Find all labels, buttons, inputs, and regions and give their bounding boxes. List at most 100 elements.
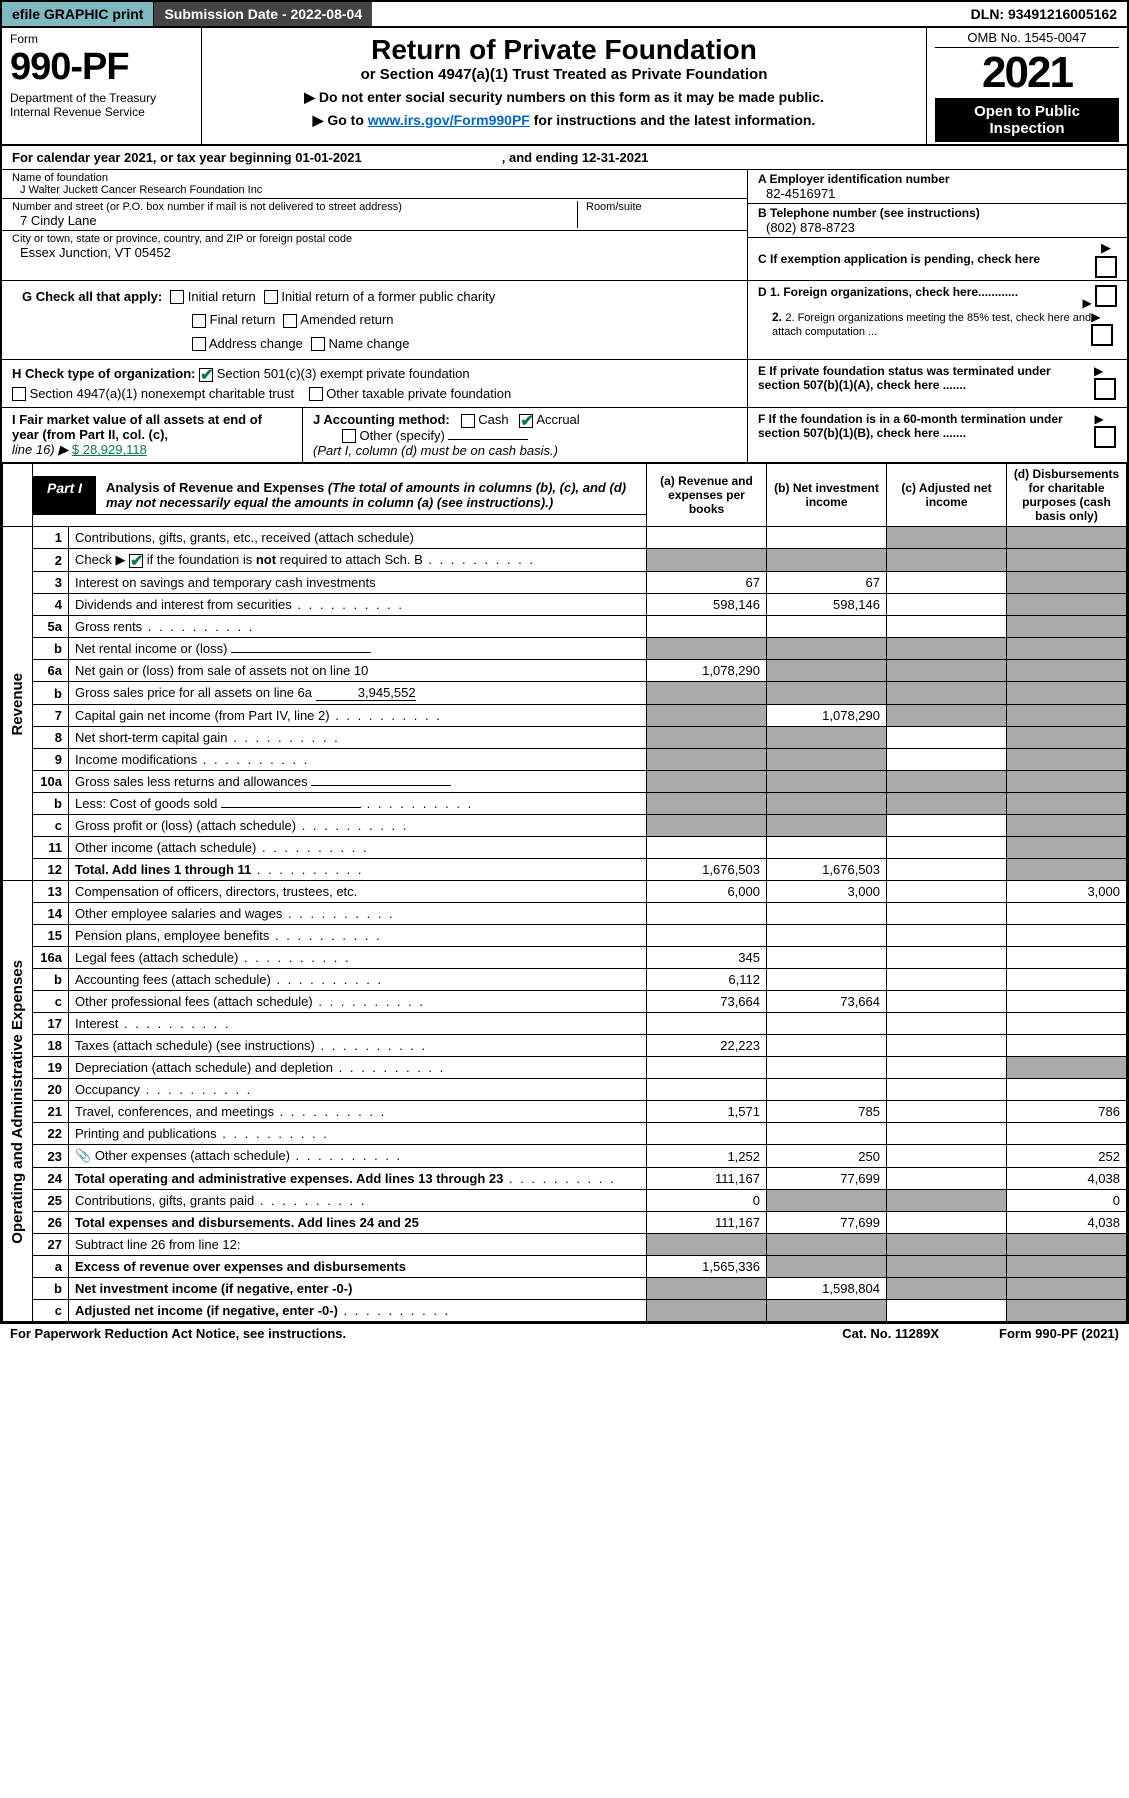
calyr-end: , and ending 12-31-2021 xyxy=(502,150,649,165)
row-desc: Compensation of officers, directors, tru… xyxy=(69,881,647,903)
row-num: 14 xyxy=(33,903,69,925)
j-chk-cash[interactable] xyxy=(461,414,475,428)
city-label: City or town, state or province, country… xyxy=(12,233,737,245)
h-chk-4947[interactable] xyxy=(12,387,26,401)
form-footer: Form 990-PF (2021) xyxy=(999,1326,1119,1341)
cell-c xyxy=(887,1013,1007,1035)
d2-checkbox[interactable] xyxy=(1091,324,1113,346)
cell-d xyxy=(1007,859,1127,881)
d1-checkbox[interactable] xyxy=(1095,285,1117,307)
j-chk-accrual[interactable] xyxy=(519,414,533,428)
cell-c xyxy=(887,1300,1007,1322)
cell-a xyxy=(647,1057,767,1079)
j-chk-other[interactable] xyxy=(342,429,356,443)
cell-d xyxy=(1007,1256,1127,1278)
row-num: 4 xyxy=(33,594,69,616)
cell-d xyxy=(1007,749,1127,771)
form-title: Return of Private Foundation xyxy=(212,34,916,66)
row-desc: Gross sales price for all assets on line… xyxy=(69,682,647,705)
cell-c xyxy=(887,727,1007,749)
c-checkbox[interactable] xyxy=(1095,256,1117,278)
g-label: G Check all that apply: xyxy=(22,289,162,304)
row-num: 3 xyxy=(33,572,69,594)
h-chk-other[interactable] xyxy=(309,387,323,401)
instr-link[interactable]: www.irs.gov/Form990PF xyxy=(368,112,530,128)
cell-a: 22,223 xyxy=(647,1035,767,1057)
cell-c xyxy=(887,1234,1007,1256)
cell-d xyxy=(1007,837,1127,859)
f-checkbox[interactable] xyxy=(1094,426,1116,448)
e-checkbox[interactable] xyxy=(1094,378,1116,400)
efile-print-button[interactable]: efile GRAPHIC print xyxy=(2,2,154,26)
cell-a xyxy=(647,815,767,837)
g-chk-name[interactable] xyxy=(311,337,325,351)
cell-c xyxy=(887,616,1007,638)
cell-d xyxy=(1007,1300,1127,1322)
ein-value: 82-4516971 xyxy=(758,186,1117,201)
cell-d xyxy=(1007,616,1127,638)
cell-a: 1,571 xyxy=(647,1101,767,1123)
row-desc: Other income (attach schedule) xyxy=(69,837,647,859)
g-chk-final[interactable] xyxy=(192,314,206,328)
cell-d xyxy=(1007,572,1127,594)
instr-1: ▶ Do not enter social security numbers o… xyxy=(212,89,916,106)
g-chk-amended[interactable] xyxy=(283,314,297,328)
cell-b: 77,699 xyxy=(767,1168,887,1190)
col-b: (b) Net investment income xyxy=(767,464,887,527)
cell-b: 785 xyxy=(767,1101,887,1123)
row-num: 8 xyxy=(33,727,69,749)
row-desc: Excess of revenue over expenses and disb… xyxy=(69,1256,647,1278)
calyr-text: For calendar year 2021, or tax year begi… xyxy=(12,150,362,165)
row-num: 21 xyxy=(33,1101,69,1123)
cell-b xyxy=(767,1234,887,1256)
cell-d xyxy=(1007,1079,1127,1101)
cell-b xyxy=(767,793,887,815)
cell-d xyxy=(1007,705,1127,727)
cell-b: 77,699 xyxy=(767,1212,887,1234)
row-desc: Contributions, gifts, grants paid xyxy=(69,1190,647,1212)
cell-c xyxy=(887,527,1007,549)
cell-b xyxy=(767,947,887,969)
cell-d xyxy=(1007,1013,1127,1035)
cell-a: 345 xyxy=(647,947,767,969)
row-num: c xyxy=(33,1300,69,1322)
cell-c xyxy=(887,749,1007,771)
cell-a: 1,252 xyxy=(647,1145,767,1168)
g-chk-initial[interactable] xyxy=(170,290,184,304)
row-num: 19 xyxy=(33,1057,69,1079)
g-chk-initial-former[interactable] xyxy=(264,290,278,304)
cell-b: 1,676,503 xyxy=(767,859,887,881)
cell-a: 598,146 xyxy=(647,594,767,616)
part1-tag: Part I xyxy=(33,476,96,514)
cell-d xyxy=(1007,815,1127,837)
cell-a xyxy=(647,549,767,572)
col-d: (d) Disbursements for charitable purpose… xyxy=(1007,464,1127,527)
cell-d xyxy=(1007,947,1127,969)
row-desc: Net short-term capital gain xyxy=(69,727,647,749)
col-a: (a) Revenue and expenses per books xyxy=(647,464,767,527)
cell-c xyxy=(887,1145,1007,1168)
cell-c xyxy=(887,771,1007,793)
i-label: I Fair market value of all assets at end… xyxy=(12,412,262,442)
cell-c xyxy=(887,549,1007,572)
row-num: 22 xyxy=(33,1123,69,1145)
row-num: 26 xyxy=(33,1212,69,1234)
row-num: 24 xyxy=(33,1168,69,1190)
h-chk-501c3[interactable] xyxy=(199,368,213,382)
row-desc: Gross sales less returns and allowances xyxy=(69,771,647,793)
row-desc: Gross profit or (loss) (attach schedule) xyxy=(69,815,647,837)
cell-c xyxy=(887,793,1007,815)
cell-b xyxy=(767,903,887,925)
cat-no: Cat. No. 11289X xyxy=(842,1326,939,1341)
cell-c xyxy=(887,969,1007,991)
row-desc: Accounting fees (attach schedule) xyxy=(69,969,647,991)
row-num: 10a xyxy=(33,771,69,793)
cell-b xyxy=(767,771,887,793)
cell-c xyxy=(887,859,1007,881)
row-desc: Printing and publications xyxy=(69,1123,647,1145)
cell-c xyxy=(887,1278,1007,1300)
part1-table: Part I Analysis of Revenue and Expenses … xyxy=(2,463,1127,1322)
g-chk-address[interactable] xyxy=(192,337,206,351)
cell-b xyxy=(767,1190,887,1212)
i-value: $ 28,929,118 xyxy=(72,442,147,457)
